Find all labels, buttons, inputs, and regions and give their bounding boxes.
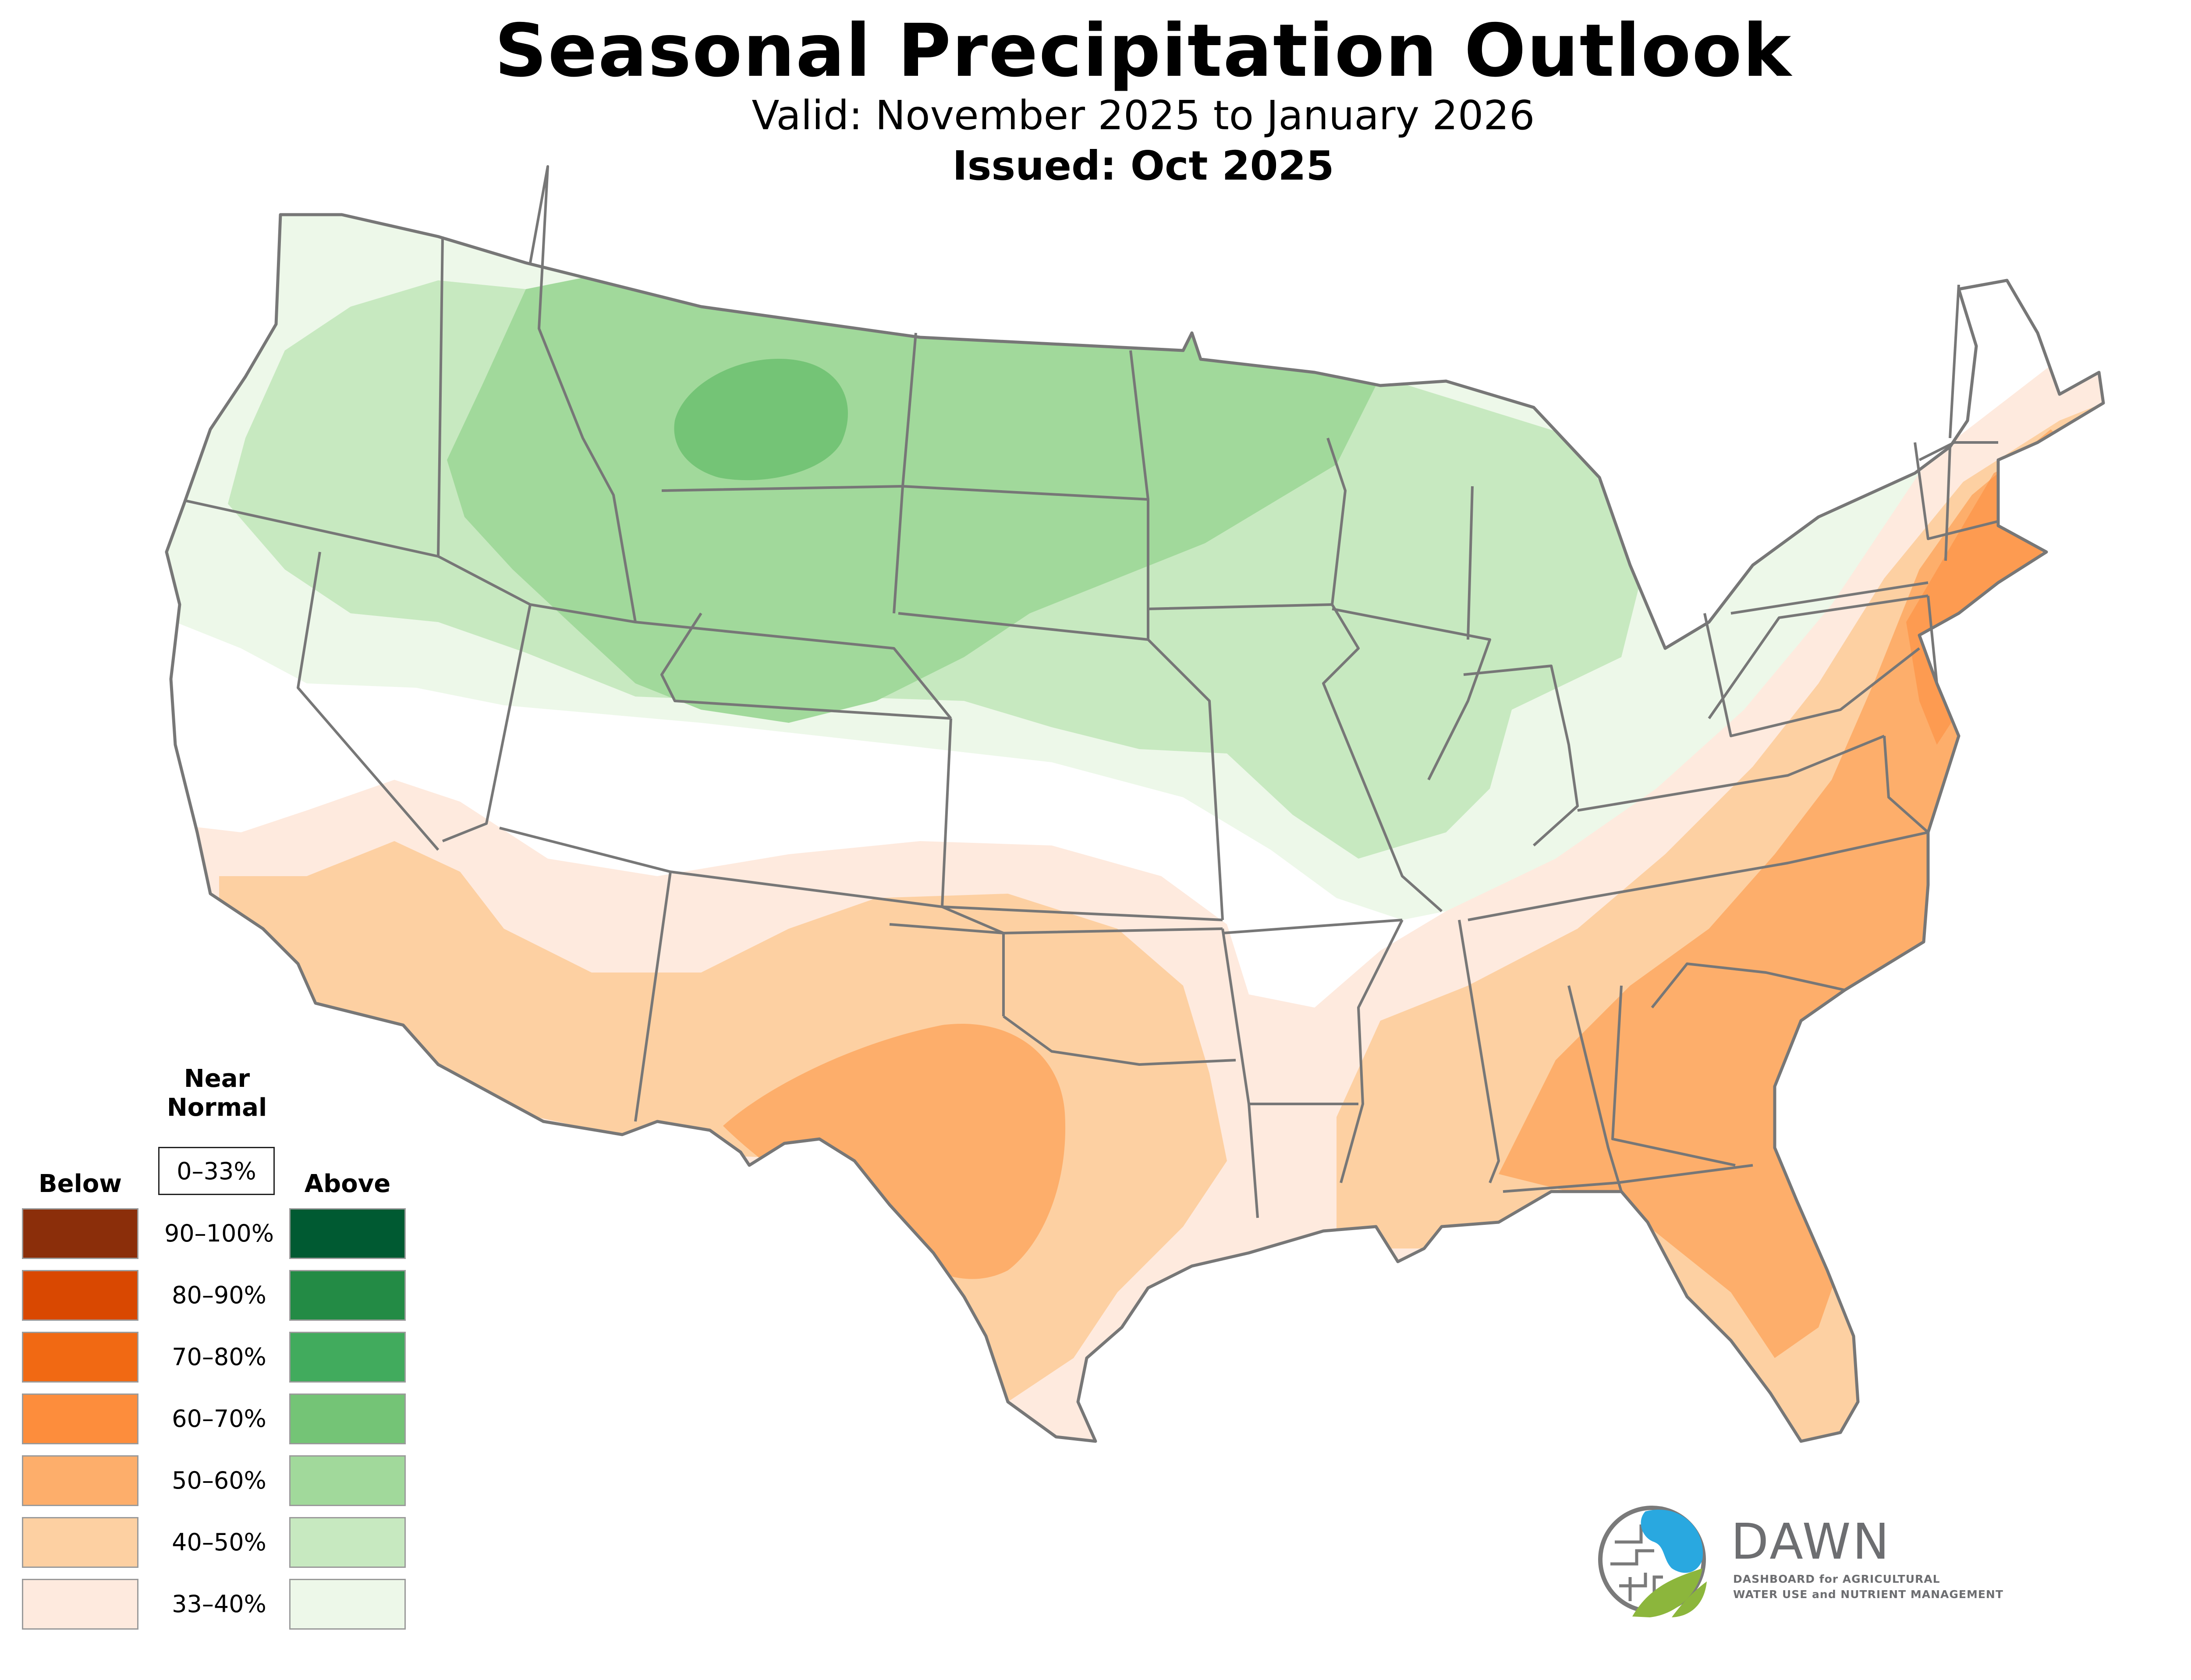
above-swatch-80-90 [289, 1270, 406, 1321]
legend-near-normal-heading: Near Normal [156, 1065, 278, 1122]
state-boundaries [179, 165, 1999, 1218]
issued-date: Issued: Oct 2025 [952, 142, 1334, 189]
normal-label: Normal [167, 1093, 267, 1122]
dawn-logo-name: DAWN [1731, 1514, 1891, 1570]
range-label: 50–60% [172, 1467, 266, 1494]
below-swatch-70-80 [22, 1332, 138, 1383]
above-swatch-33-40 [289, 1579, 406, 1630]
below-swatch-60-70 [22, 1394, 138, 1444]
range-label: 80–90% [172, 1281, 266, 1309]
range-label: 90–100% [164, 1220, 274, 1247]
page-title: Seasonal Precipitation Outlook [494, 9, 1792, 93]
near-label: Near [184, 1065, 250, 1093]
below-50-60-region [723, 429, 2103, 1358]
above-swatch-50-60 [289, 1455, 406, 1506]
range-label: 60–70% [172, 1405, 266, 1432]
below-swatch-80-90 [22, 1270, 138, 1321]
near-normal-swatch: 0–33% [158, 1147, 275, 1195]
below-swatch-90-100 [22, 1208, 138, 1259]
below-swatch-50-60 [22, 1455, 138, 1506]
below-swatch-33-40 [22, 1579, 138, 1630]
legend-above-heading: Above [304, 1170, 391, 1198]
dawn-logo-tagline-1: DASHBOARD for AGRICULTURAL [1733, 1573, 1940, 1585]
dawn-logo-icon [1598, 1506, 1707, 1617]
valid-period: Valid: November 2025 to January 2026 [752, 92, 1535, 139]
below-swatch-40-50 [22, 1517, 138, 1568]
range-label: 70–80% [172, 1343, 266, 1371]
above-60-70-region [674, 359, 848, 481]
range-label: 40–50% [172, 1528, 266, 1556]
above-swatch-70-80 [289, 1332, 406, 1383]
probability-shading [167, 215, 2103, 1441]
dawn-logo-tagline-2: WATER USE and NUTRIENT MANAGEMENT [1733, 1588, 2003, 1601]
us-outline [165, 213, 2105, 1443]
above-swatch-40-50 [289, 1517, 406, 1568]
legend-below-heading: Below [38, 1170, 122, 1198]
above-swatch-90-100 [289, 1208, 406, 1259]
above-swatch-60-70 [289, 1394, 406, 1444]
above-50-60-region [447, 272, 1380, 723]
range-label: 33–40% [172, 1590, 266, 1618]
dawn-logo [1598, 1506, 1707, 1617]
